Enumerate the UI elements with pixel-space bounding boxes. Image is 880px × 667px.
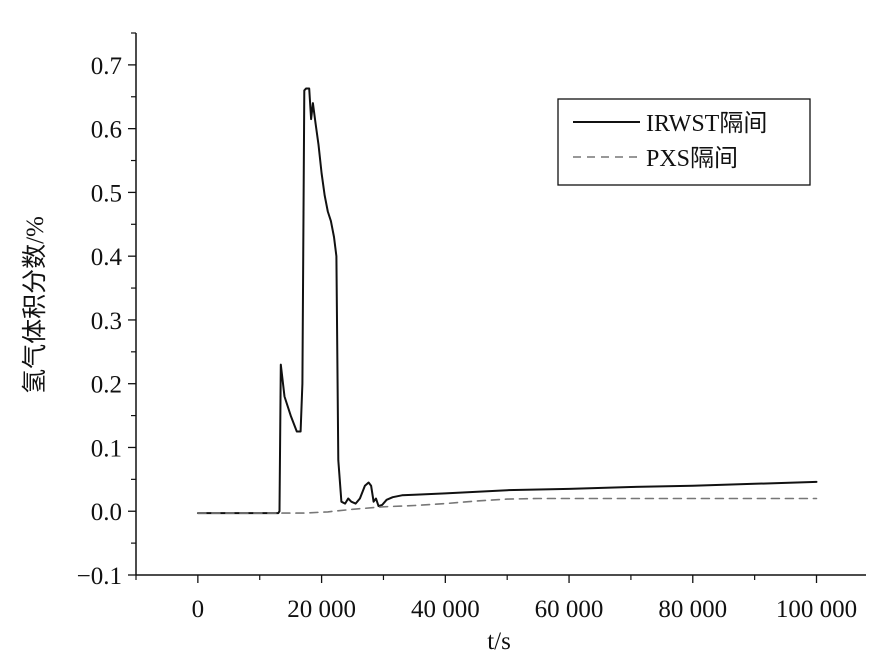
- y-tick-label: −0.1: [77, 563, 122, 590]
- y-axis-title: 氢气体积分数/%: [21, 216, 49, 394]
- x-tick-label: 40 000: [411, 596, 480, 623]
- x-tick-label: 20 000: [287, 596, 356, 623]
- x-tick-label: 100 000: [776, 596, 857, 623]
- x-tick-label: 0: [192, 596, 205, 623]
- axes: 0 20 000 40 000 60 000 80 000 100 000 −0.1 0.0 0…: [77, 32, 866, 623]
- y-tick-label: 0.2: [91, 372, 122, 399]
- y-tick-label: 0.5: [91, 180, 122, 207]
- x-tick-label: 80 000: [658, 596, 727, 623]
- y-tick-label: 0.6: [91, 117, 122, 144]
- legend-label-pxs: PXS隔间: [646, 145, 738, 172]
- x-axis-title: t/s: [487, 628, 511, 655]
- y-tick-label: 0.1: [91, 435, 122, 462]
- y-tick-label: 0.7: [91, 53, 122, 80]
- legend-box: [557, 98, 811, 186]
- series-line-pxs: [197, 497, 818, 514]
- y-tick-label: 0.0: [91, 499, 122, 526]
- series-layer: [196, 87, 818, 515]
- y-tick-label: 0.4: [91, 244, 123, 271]
- y-tick-label: 0.3: [91, 308, 122, 335]
- legend-label-irwst: IRWST隔间: [646, 110, 767, 137]
- x-tick-label: 60 000: [535, 596, 604, 623]
- legend: IRWST隔间 PXS隔间: [557, 98, 811, 186]
- series-line-irwst: [196, 87, 818, 515]
